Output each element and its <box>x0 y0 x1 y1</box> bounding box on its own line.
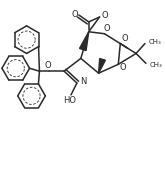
Text: O: O <box>120 63 127 72</box>
Text: HO: HO <box>64 96 77 105</box>
Polygon shape <box>99 58 105 73</box>
Text: O: O <box>72 10 78 18</box>
Text: O: O <box>103 24 110 33</box>
Text: O: O <box>101 10 108 19</box>
Polygon shape <box>80 32 89 51</box>
Text: O: O <box>122 34 129 43</box>
Text: CH₃: CH₃ <box>150 62 163 68</box>
Text: N: N <box>80 77 86 86</box>
Text: CH₃: CH₃ <box>149 39 162 45</box>
Text: O: O <box>45 61 52 70</box>
